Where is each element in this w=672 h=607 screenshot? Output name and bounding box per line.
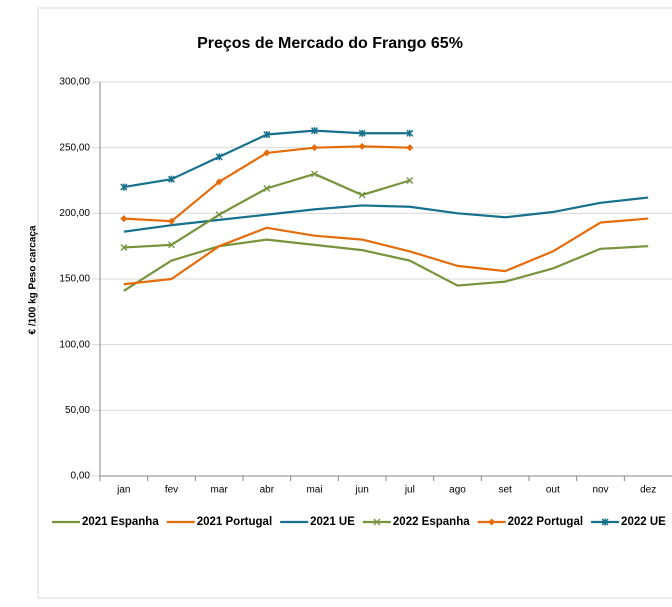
- marker: [167, 175, 176, 183]
- marker: [310, 127, 319, 135]
- legend-label: 2021 UE: [310, 516, 355, 528]
- marker: [215, 178, 223, 186]
- series-line: [123, 172, 411, 249]
- x-tick-label: jan: [116, 485, 130, 496]
- x-tick-label: fev: [165, 485, 178, 496]
- series-line: [123, 217, 649, 286]
- marker: [168, 217, 175, 225]
- marker: [263, 184, 271, 192]
- marker: [601, 518, 609, 526]
- marker: [120, 183, 128, 191]
- marker: [263, 131, 271, 139]
- marker: [311, 170, 318, 178]
- marker: [168, 241, 175, 249]
- chart-title: Preços de Mercado do Frango 65%: [197, 35, 463, 52]
- marker: [358, 129, 366, 137]
- series-line: [123, 196, 649, 233]
- marker: [358, 191, 366, 199]
- marker: [215, 153, 223, 161]
- x-tick-label: jul: [404, 485, 415, 496]
- marker: [120, 244, 128, 251]
- marker: [263, 149, 271, 157]
- x-tick-label: set: [498, 485, 512, 496]
- legend-label: 2022 UE: [621, 516, 666, 528]
- legend-label: 2022 Espanha: [393, 516, 470, 528]
- x-tick-label: nov: [592, 485, 608, 496]
- x-tick-label: out: [546, 485, 560, 496]
- marker: [406, 129, 414, 137]
- y-axis-title: € /100 kg Peso carcaça: [28, 225, 39, 334]
- marker: [358, 142, 366, 150]
- y-tick-label: 0,00: [71, 471, 91, 482]
- x-tick-label: ago: [449, 485, 466, 496]
- marker: [373, 518, 381, 526]
- x-tick-label: jun: [354, 485, 368, 496]
- x-tick-label: mai: [306, 485, 322, 496]
- y-tick-label: 150,00: [59, 274, 90, 285]
- legend-label: 2021 Espanha: [82, 516, 159, 528]
- y-tick-label: 200,00: [59, 208, 90, 219]
- marker: [406, 144, 414, 152]
- series-line: [123, 129, 410, 189]
- marker: [120, 215, 128, 223]
- series-line: [123, 238, 649, 292]
- legend-label: 2021 Portugal: [197, 516, 272, 528]
- x-tick-label: mar: [211, 485, 229, 496]
- y-tick-label: 100,00: [59, 339, 90, 350]
- marker: [215, 211, 223, 219]
- series-line: [123, 145, 410, 223]
- y-tick-label: 250,00: [59, 142, 90, 153]
- x-tick-label: dez: [640, 485, 656, 496]
- x-tick-label: abr: [260, 485, 275, 496]
- marker: [311, 144, 318, 152]
- legend-label: 2022 Portugal: [508, 516, 583, 528]
- y-tick-label: 50,00: [65, 405, 90, 416]
- marker: [488, 518, 496, 526]
- chart-border: [37, 7, 672, 599]
- y-tick-label: 300,00: [59, 77, 90, 88]
- marker: [406, 177, 414, 184]
